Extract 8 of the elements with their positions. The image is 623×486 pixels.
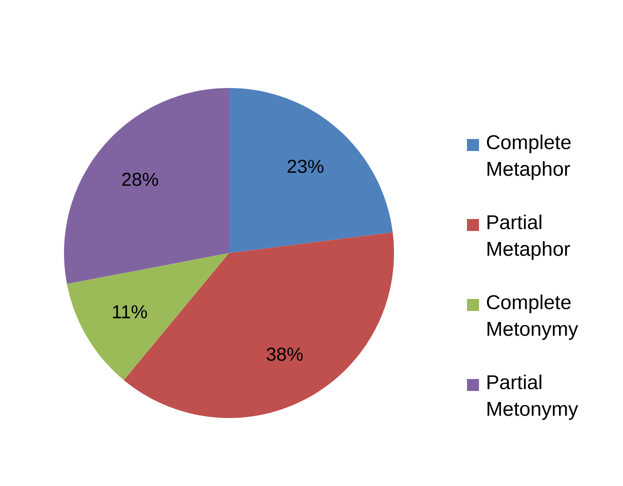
legend-label: Complete Metaphor [486, 134, 571, 180]
data-label: 28% [122, 172, 158, 186]
data-label: 23% [288, 160, 324, 173]
legend-label: Partial Metonymy [488, 374, 578, 420]
data-label: 38% [266, 348, 303, 361]
data-label: 11% [113, 305, 147, 318]
legend-label: Complete Metonymy [486, 294, 578, 340]
legend-label: Partial Metaphor [488, 214, 570, 260]
